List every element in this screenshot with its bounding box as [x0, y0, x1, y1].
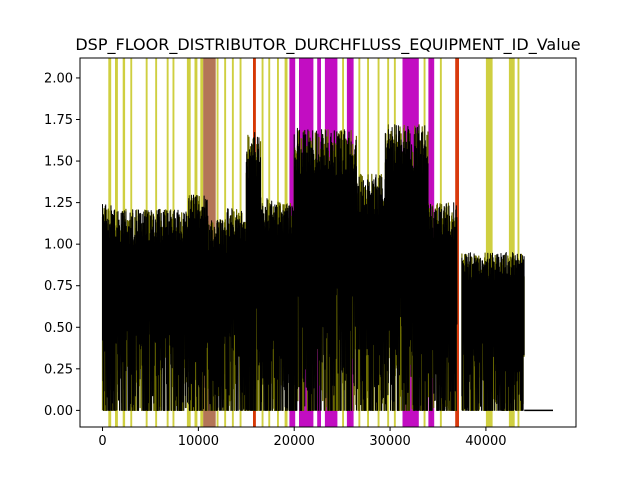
event-band-yellow [508, 58, 515, 427]
x-tick-label: 10000 [178, 434, 219, 449]
y-tick-label: 0.50 [44, 321, 73, 336]
signal-line [102, 124, 525, 411]
y-tick-label: 2.00 [44, 71, 73, 86]
x-tick-label: 40000 [465, 434, 506, 449]
y-tick-label: 1.25 [44, 196, 73, 211]
y-tick-label: 0.25 [44, 362, 73, 377]
x-axis: 0 10000 20000 30000 40000 [98, 427, 507, 449]
y-axis: 0.00 0.25 0.50 0.75 1.00 1.25 1.50 1.75 2.00 [44, 71, 80, 419]
chart-title: DSP_FLOOR_DISTRIBUTOR_DURCHFLUSS_EQUIPME… [75, 35, 580, 55]
y-tick-label: 1.50 [44, 155, 73, 170]
y-tick-label: 1.00 [44, 238, 73, 253]
x-tick-label: 30000 [369, 434, 410, 449]
signal-series [101, 124, 553, 412]
y-tick-label: 1.75 [44, 113, 73, 128]
event-band-yellow [517, 58, 520, 427]
y-tick-label: 0.00 [44, 404, 73, 419]
y-tick-label: 0.75 [44, 279, 73, 294]
x-tick-label: 0 [98, 434, 106, 449]
x-tick-label: 20000 [274, 434, 315, 449]
event-band-yellow [485, 58, 493, 427]
plot-frame [79, 57, 577, 428]
